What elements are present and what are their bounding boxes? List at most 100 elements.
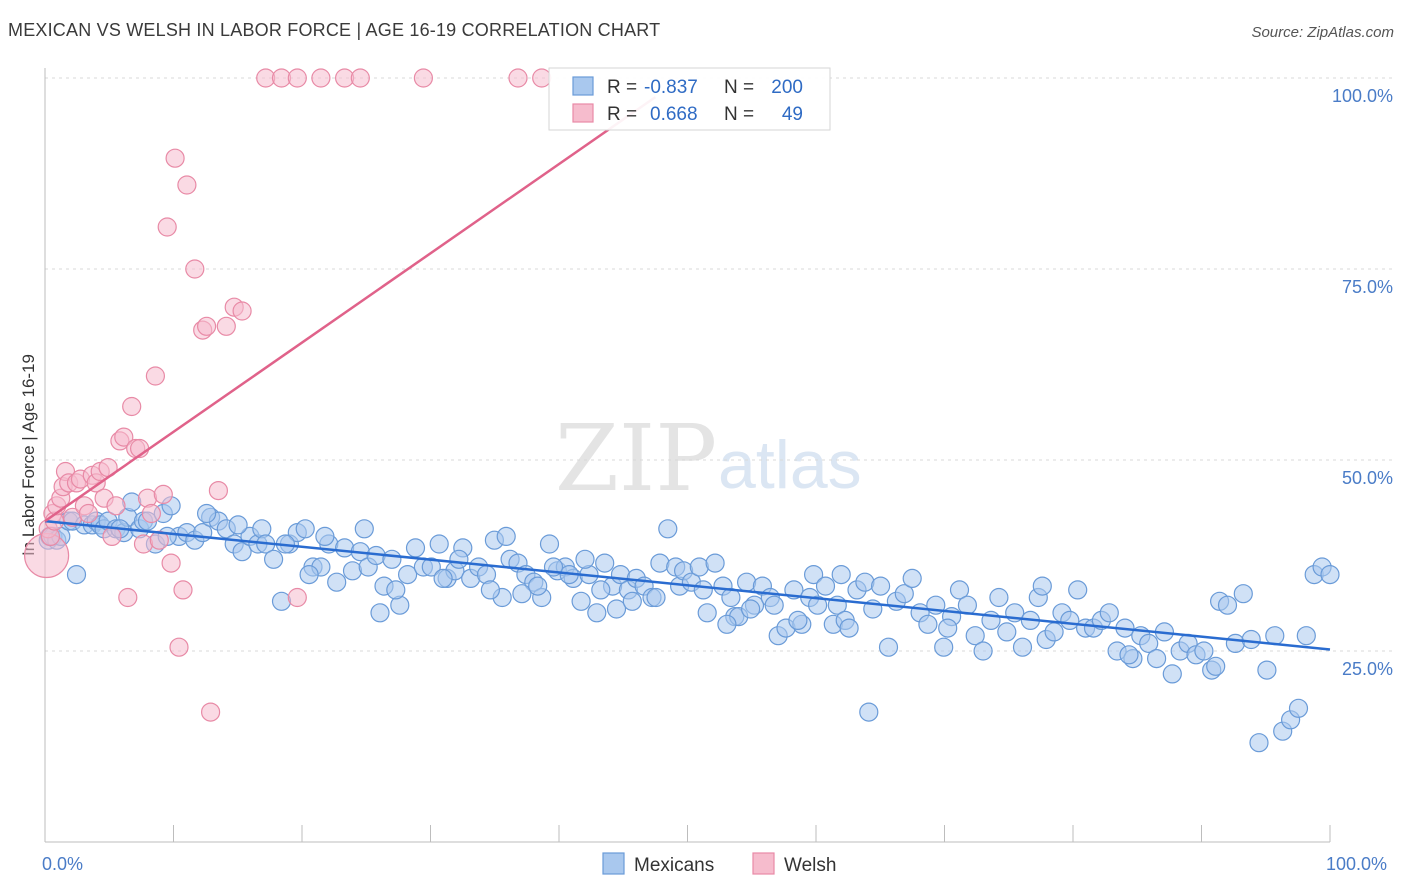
point-mexicans-204 bbox=[433, 568, 453, 589]
point-mexicans-128 bbox=[918, 614, 938, 634]
legend-n-label-welsh: N = bbox=[724, 104, 754, 125]
bottom-legend-label-mexicans: Mexicans bbox=[634, 855, 714, 876]
point-welsh-20 bbox=[102, 526, 122, 547]
point-welsh-56 bbox=[287, 587, 307, 608]
point-mexicans-95 bbox=[697, 603, 717, 623]
point-mexicans-116 bbox=[831, 564, 851, 585]
series-mexicans-points bbox=[38, 492, 1340, 753]
point-mexicans-172 bbox=[1265, 626, 1285, 646]
legend-n-value-mexicans: 200 bbox=[771, 77, 803, 98]
point-mexicans-77 bbox=[571, 591, 591, 611]
point-mexicans-200 bbox=[228, 515, 248, 535]
chart-title: MEXICAN VS WELSH IN LABOR FORCE | AGE 16… bbox=[8, 20, 661, 40]
point-mexicans-49 bbox=[354, 519, 374, 539]
point-mexicans-88 bbox=[658, 519, 678, 539]
legend-r-label-mexicans: R = bbox=[607, 77, 637, 98]
point-mexicans-171 bbox=[1257, 660, 1277, 680]
point-mexicans-122 bbox=[870, 576, 891, 596]
legend-swatch-mexicans bbox=[572, 76, 594, 96]
point-mexicans-183 bbox=[512, 584, 532, 604]
point-mexicans-53 bbox=[382, 549, 402, 569]
point-welsh-53 bbox=[413, 68, 433, 88]
point-mexicans-144 bbox=[1044, 622, 1064, 642]
point-mexicans-170 bbox=[1249, 733, 1269, 753]
point-mexicans-186 bbox=[717, 614, 737, 634]
point-welsh-36 bbox=[169, 637, 189, 657]
point-welsh-21 bbox=[106, 496, 126, 516]
legend-n-value-welsh: 49 bbox=[782, 104, 803, 125]
point-mexicans-125 bbox=[894, 584, 914, 604]
point-mexicans-112 bbox=[807, 595, 828, 615]
point-mexicans-179 bbox=[1320, 564, 1340, 585]
point-mexicans-163 bbox=[1194, 641, 1214, 661]
point-welsh-50 bbox=[311, 68, 331, 88]
point-welsh-52 bbox=[350, 68, 370, 88]
point-mexicans-190 bbox=[1119, 645, 1139, 665]
point-mexicans-73 bbox=[539, 534, 560, 554]
point-mexicans-202 bbox=[299, 564, 319, 585]
point-welsh-35 bbox=[165, 148, 185, 168]
point-welsh-42 bbox=[201, 702, 221, 722]
point-mexicans-197 bbox=[646, 587, 666, 608]
y-tick-label-50: 50.0% bbox=[1342, 468, 1393, 488]
point-mexicans-55 bbox=[398, 564, 418, 585]
point-mexicans-94 bbox=[693, 580, 713, 600]
point-mexicans-101 bbox=[736, 572, 757, 592]
point-mexicans-132 bbox=[949, 580, 970, 600]
point-mexicans-185 bbox=[606, 599, 627, 619]
point-mexicans-58 bbox=[421, 557, 441, 577]
point-welsh-29 bbox=[141, 503, 161, 524]
point-mexicans-146 bbox=[1060, 610, 1080, 631]
point-mexicans-195 bbox=[496, 526, 516, 547]
point-mexicans-41 bbox=[295, 519, 315, 539]
point-mexicans-96 bbox=[705, 553, 725, 573]
point-welsh-31 bbox=[149, 530, 169, 550]
point-mexicans-209 bbox=[622, 591, 642, 611]
correlation-legend: R = -0.837 N = 200 R = 0.668 N = 49 bbox=[548, 67, 831, 131]
point-mexicans-208 bbox=[591, 580, 611, 600]
point-welsh-34 bbox=[161, 553, 181, 573]
source-label: Source: ZipAtlas.com bbox=[1251, 24, 1394, 41]
point-mexicans-175 bbox=[1288, 698, 1309, 718]
point-mexicans-123 bbox=[878, 637, 899, 657]
point-mexicans-80 bbox=[595, 553, 615, 573]
point-welsh-24 bbox=[122, 396, 142, 417]
x-tick-label-min: 0.0% bbox=[42, 854, 83, 874]
point-mexicans-194 bbox=[386, 580, 406, 600]
point-welsh-37 bbox=[173, 580, 193, 600]
point-mexicans-176 bbox=[1296, 626, 1316, 646]
bottom-legend-swatch-welsh bbox=[752, 852, 775, 875]
legend-r-value-welsh: 0.668 bbox=[650, 104, 698, 125]
point-mexicans-134 bbox=[965, 626, 985, 646]
y-tick-label-25: 25.0% bbox=[1342, 659, 1393, 679]
y-axis-tick-labels: 25.0% 50.0% 75.0% 100.0% bbox=[1332, 86, 1393, 679]
point-mexicans-168 bbox=[1233, 584, 1253, 604]
point-welsh-30 bbox=[145, 366, 165, 386]
point-mexicans-130 bbox=[934, 637, 954, 657]
point-welsh-14 bbox=[78, 503, 99, 524]
point-mexicans-159 bbox=[1162, 664, 1182, 684]
point-mexicans-167 bbox=[1225, 633, 1246, 654]
y-axis-label: In Labor Force | Age 16-19 bbox=[19, 354, 38, 556]
legend-r-label-welsh: R = bbox=[607, 104, 637, 125]
legend-box bbox=[548, 67, 831, 131]
point-mexicans-140 bbox=[1012, 637, 1033, 657]
point-mexicans-147 bbox=[1068, 580, 1088, 600]
point-welsh-33 bbox=[157, 217, 177, 237]
legend-r-value-mexicans: -0.837 bbox=[644, 77, 698, 98]
point-mexicans-118 bbox=[839, 618, 859, 638]
point-mexicans-126 bbox=[902, 568, 922, 589]
point-mexicans-46 bbox=[335, 538, 355, 558]
point-mexicans-137 bbox=[989, 587, 1009, 608]
point-mexicans-205 bbox=[480, 580, 500, 600]
point-mexicans-93 bbox=[689, 557, 709, 577]
point-mexicans-87 bbox=[650, 553, 670, 573]
point-welsh-46 bbox=[232, 301, 252, 321]
point-welsh-39 bbox=[185, 259, 205, 279]
point-mexicans-45 bbox=[327, 572, 347, 592]
point-mexicans-151 bbox=[1099, 603, 1119, 623]
point-mexicans-105 bbox=[764, 595, 784, 615]
y-tick-label-100: 100.0% bbox=[1332, 86, 1393, 106]
point-mexicans-181 bbox=[315, 526, 335, 547]
point-mexicans-198 bbox=[740, 599, 761, 619]
